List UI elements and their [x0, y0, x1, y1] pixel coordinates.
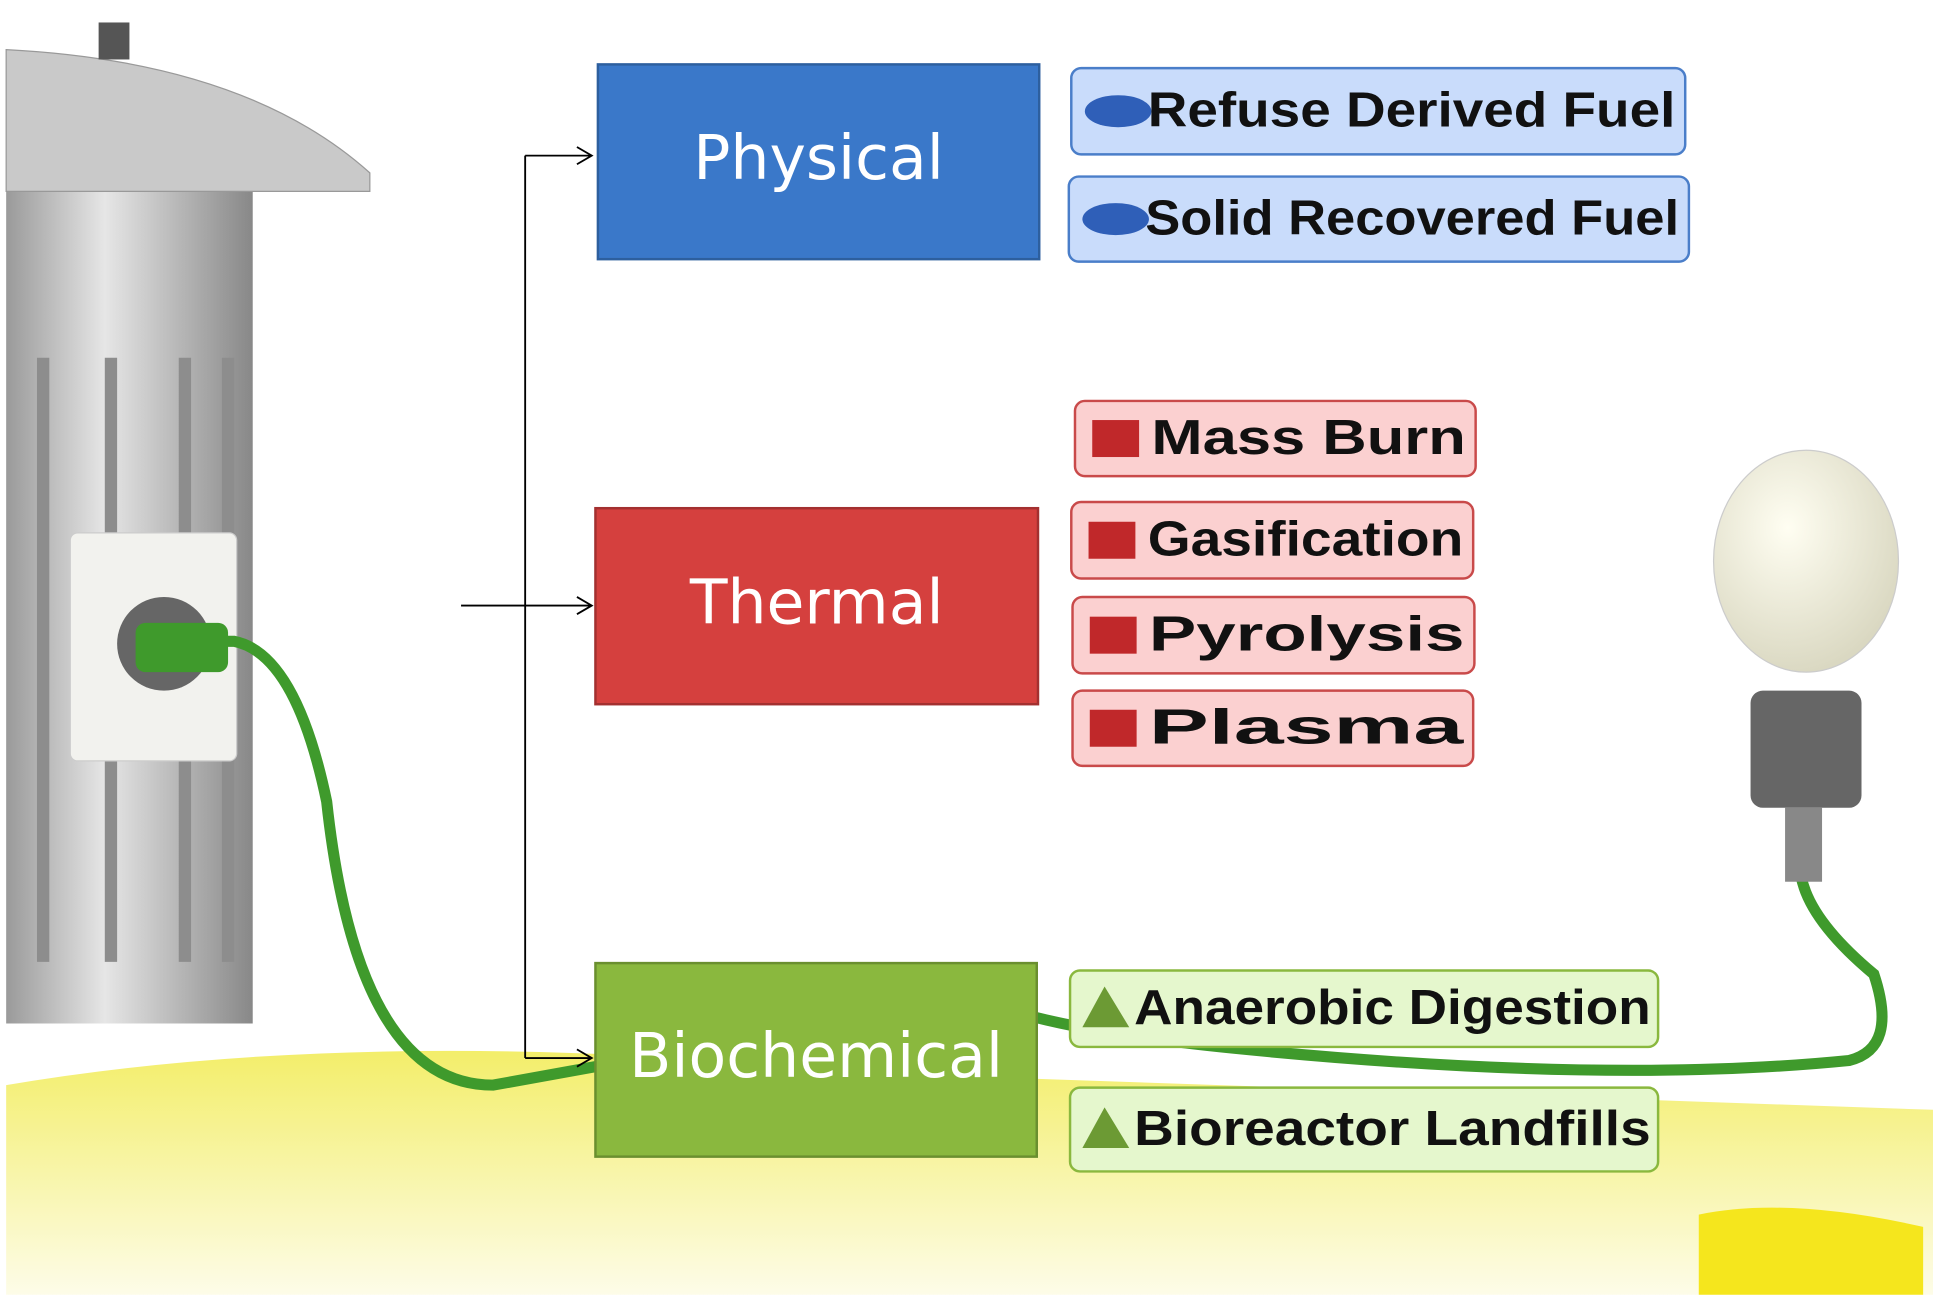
item-box — [1073, 399, 1477, 478]
item-box — [1068, 1086, 1660, 1173]
category-box — [596, 63, 1041, 261]
category-box — [594, 961, 1039, 1158]
category-box — [594, 506, 1040, 706]
bullet — [1089, 616, 1137, 654]
bulb-tip — [1785, 807, 1823, 882]
category-label: Biochemical — [629, 1020, 1003, 1092]
item-label: Refuse Derived Fuel — [1148, 83, 1676, 138]
bullet — [1088, 521, 1136, 559]
trash-lid — [5, 48, 371, 192]
bullet — [1089, 709, 1137, 747]
plug — [135, 622, 229, 673]
ground-patch — [1698, 1207, 1924, 1295]
bullet — [1092, 420, 1140, 458]
category-label: Physical — [693, 122, 944, 194]
item-label: Plasma — [1149, 700, 1464, 755]
item-label: Pyrolysis — [1149, 607, 1465, 662]
item-label: Mass Burn — [1151, 410, 1465, 465]
bullet — [1084, 95, 1152, 128]
item-box — [1071, 689, 1475, 768]
item-label: Solid Recovered Fuel — [1145, 191, 1679, 246]
bulb-glass — [1712, 449, 1900, 673]
category-label: Thermal — [689, 566, 944, 638]
bulb-base — [1750, 690, 1862, 808]
item-label: Anaerobic Digestion — [1134, 980, 1651, 1035]
item-label: Gasification — [1148, 512, 1464, 567]
item-box — [1068, 969, 1660, 1049]
item-box — [1071, 595, 1476, 675]
item-box — [1070, 66, 1687, 156]
bullet — [1082, 203, 1149, 236]
item-label: Bioreactor Landfills — [1134, 1101, 1651, 1156]
connectors — [461, 146, 594, 1068]
bullet — [1082, 986, 1130, 1028]
bullet — [1082, 1107, 1130, 1149]
item-box — [1067, 175, 1691, 263]
item-box — [1070, 500, 1475, 580]
lid-handle — [98, 22, 130, 60]
